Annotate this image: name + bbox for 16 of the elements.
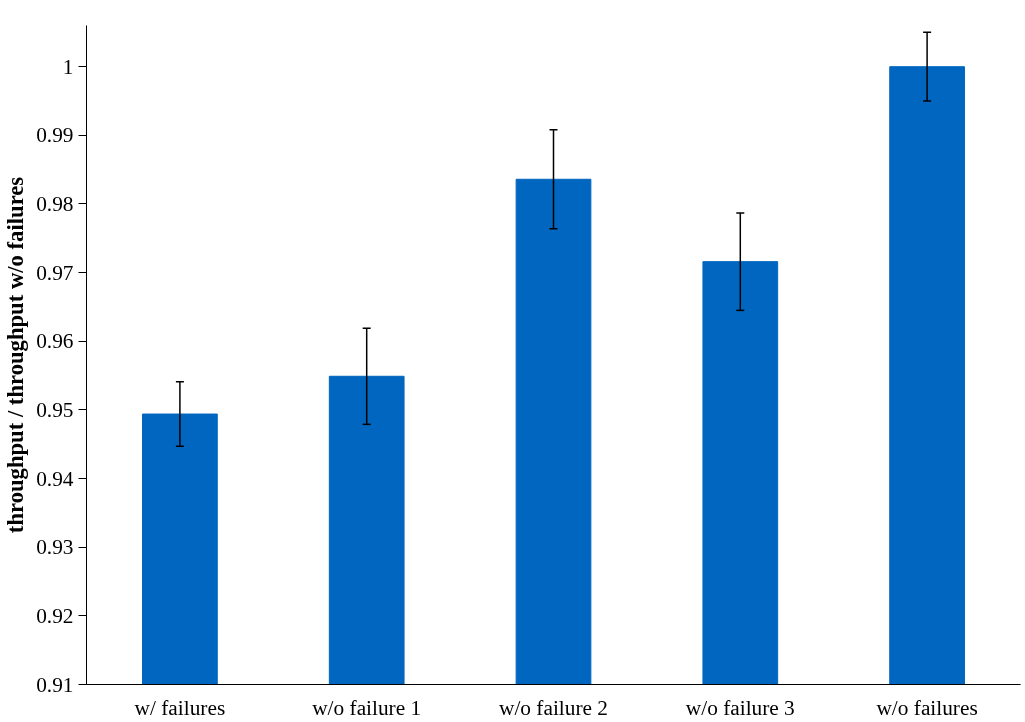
x-tick-label: w/o failure 3 [685,695,795,720]
y-tick-label: 0.97 [36,260,74,285]
y-tick-label: 0.93 [36,535,74,560]
y-tick-label: 0.98 [36,191,74,216]
x-tick-label: w/o failures [876,695,978,720]
y-tick-label: 0.95 [36,397,74,422]
y-tick-label: 0.92 [36,603,74,628]
x-tick-label: w/ failures [134,695,226,720]
y-tick-label: 0.99 [36,123,74,148]
y-tick-label: 1 [62,54,74,79]
y-tick-label: 0.91 [36,672,74,697]
y-axis-title: throughput / throughput w/o failures [3,176,29,534]
x-tick-label: w/o failure 1 [312,695,422,720]
y-tick-label: 0.94 [36,466,74,491]
x-tick-label: w/o failure 2 [499,695,608,720]
y-tick-label: 0.96 [36,329,74,354]
